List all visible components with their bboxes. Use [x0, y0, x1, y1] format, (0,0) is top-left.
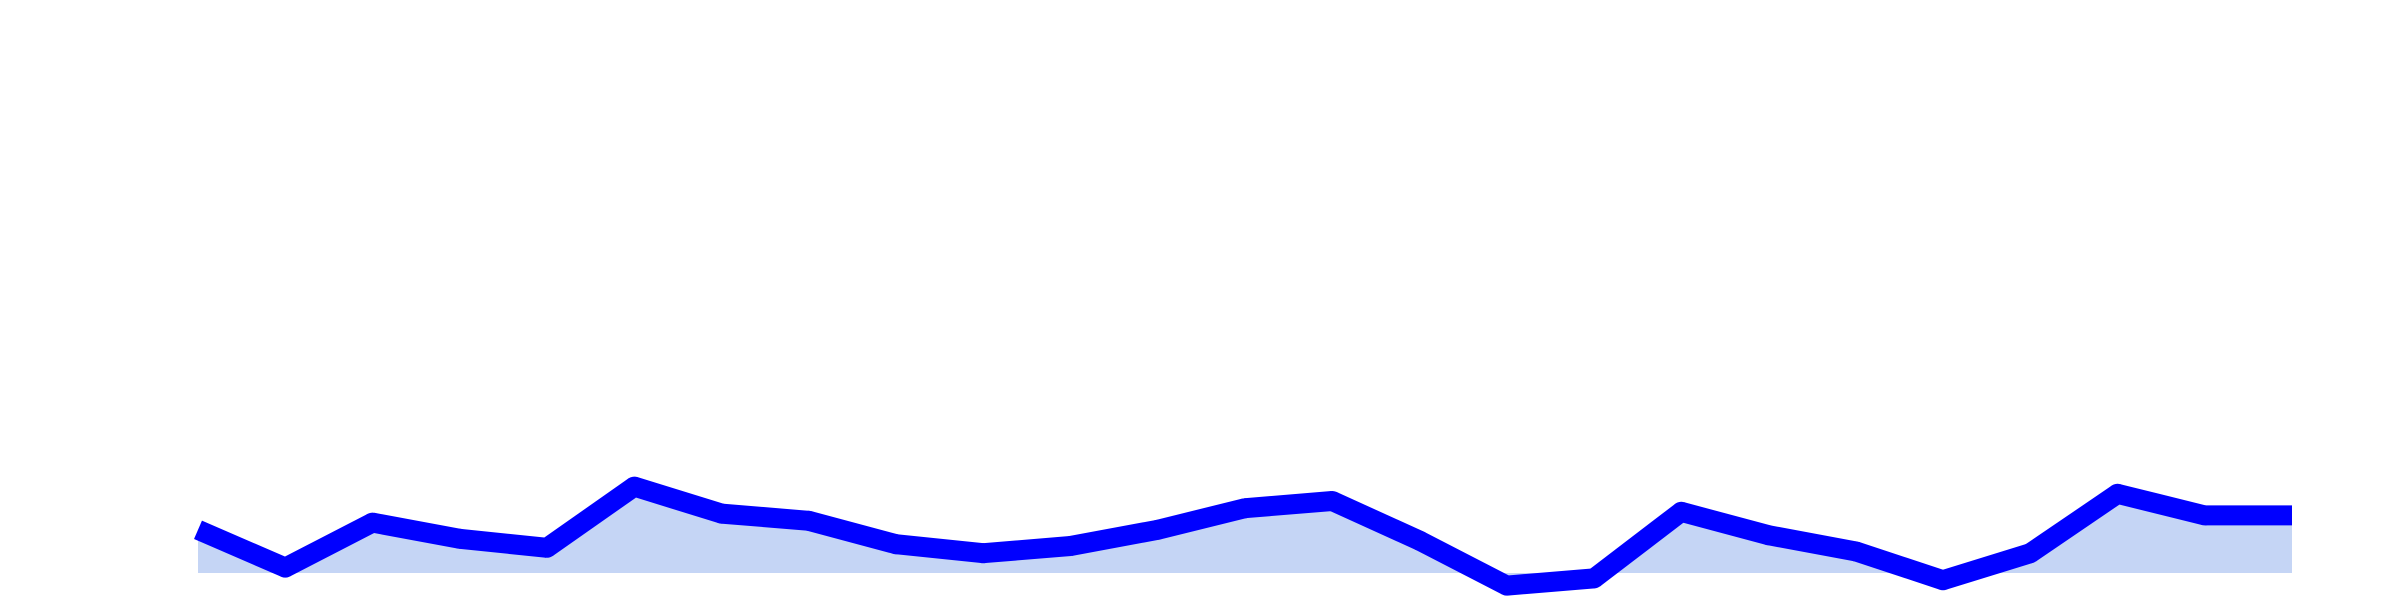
series-data-point [2107, 483, 2128, 504]
series-data-point [798, 510, 819, 531]
series-line-segment [370, 512, 462, 549]
series-line-segment [1940, 543, 2034, 590]
series-line-segment [2115, 484, 2208, 526]
series-line-segment [1766, 525, 1858, 562]
series-line-segment [1505, 568, 1595, 596]
series-line-segment [1068, 519, 1160, 556]
series-line-segment [458, 528, 549, 558]
series-line-segment [541, 478, 640, 556]
series-line-segment [1852, 541, 1947, 590]
series-data-point [1322, 491, 1343, 511]
series-line-segment [1678, 502, 1772, 545]
series-data-point [449, 528, 470, 549]
series-data-point [1496, 575, 1517, 596]
series-data-point [1409, 530, 1430, 551]
series-line-segment [982, 536, 1072, 564]
series-line-segment [894, 534, 985, 564]
series-data-point [2020, 543, 2041, 564]
series-line-segment [1414, 531, 1512, 595]
series-line-segment [720, 503, 810, 531]
series-data-point [2194, 505, 2215, 526]
series-line-segment [1155, 498, 1248, 540]
series-data-point [537, 537, 557, 558]
series-data-point [1758, 525, 1779, 546]
series-data-point [1845, 541, 1866, 562]
series-data-point [1671, 501, 1692, 522]
series-data-point [711, 503, 732, 524]
series-line-segment [1587, 503, 1688, 587]
series-data-point [1147, 519, 1168, 540]
series-data-point [275, 557, 296, 578]
series-data-point [1235, 498, 1255, 519]
series-data-point [886, 534, 906, 555]
series-line-segment [631, 477, 725, 524]
series-line-segment [1328, 491, 1424, 550]
series-line-segment [194, 520, 290, 577]
series-data-point [973, 543, 994, 564]
series-line-segment [280, 513, 378, 577]
series-data-point [1584, 568, 1604, 589]
series-data-point [624, 476, 645, 497]
series-data-point [1060, 536, 1081, 556]
series-line-segment [2024, 485, 2124, 562]
series-area-fill-0 [198, 486, 2292, 586]
series-data-point [1933, 570, 1953, 591]
series-data-point [362, 512, 383, 533]
series-line-segment [806, 511, 899, 554]
series-line-segment [1244, 491, 1334, 519]
